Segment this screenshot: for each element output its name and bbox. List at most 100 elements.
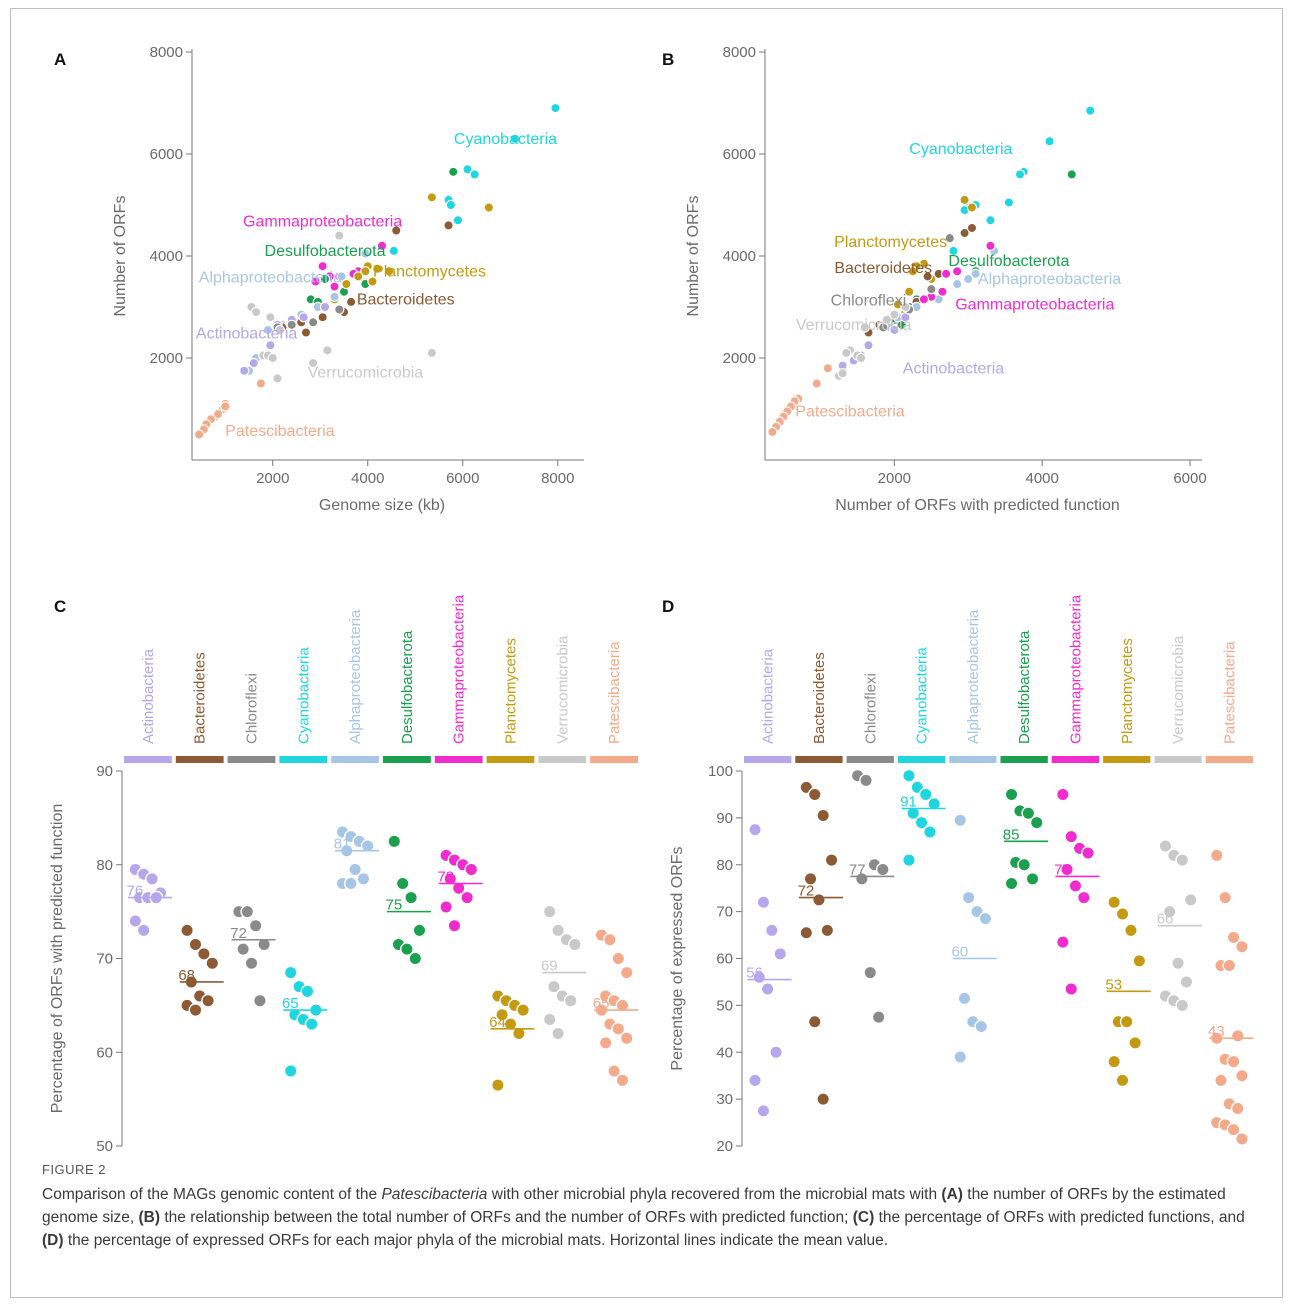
- caption-text-4: the relationship between the total numbe…: [160, 1209, 853, 1226]
- category-label: Verrucomicrobia: [1170, 635, 1187, 744]
- data-point: [615, 998, 630, 1013]
- data-point: [443, 871, 458, 886]
- x-axis-title: Number of ORFs with predicted function: [835, 497, 1120, 514]
- data-point: [611, 951, 626, 966]
- data-point: [1004, 876, 1019, 891]
- data-point: [822, 363, 834, 374]
- y-tick-label: 70: [716, 904, 733, 921]
- data-point: [1183, 893, 1198, 907]
- data-point: [902, 853, 916, 867]
- y-tick-label: 4000: [723, 248, 756, 265]
- caption-bold-a: (A): [941, 1186, 963, 1203]
- data-point: [319, 301, 331, 313]
- data-point: [307, 317, 319, 328]
- category-label: Bacteroidetes: [811, 652, 828, 744]
- data-point: [619, 1031, 634, 1046]
- data-point: [136, 923, 151, 938]
- data-point: [248, 357, 259, 369]
- data-point: [812, 893, 826, 907]
- y-tick-label: 60: [716, 951, 733, 968]
- x-tick-label: 2000: [878, 470, 911, 487]
- panel-label: C: [54, 597, 66, 616]
- data-point: [356, 871, 371, 886]
- y-tick-label: 50: [96, 1138, 113, 1155]
- category-bar: [846, 756, 894, 763]
- panel-b: B 2000 4000 6000 8000 2000 4000 6000 Number of O…: [662, 44, 1207, 514]
- data-point: [205, 956, 220, 971]
- data-point: [469, 169, 480, 180]
- data-point: [307, 357, 319, 369]
- data-point: [180, 923, 195, 938]
- y-tick-label: 80: [716, 857, 733, 874]
- y-tick-label: 100: [708, 763, 733, 780]
- data-point: [978, 911, 993, 926]
- data-point: [1055, 787, 1070, 802]
- data-point: [503, 1017, 518, 1032]
- figure-canvas: A 2000 4000 6000 8000 2000 4000 6000 8000 Genome …: [49, 44, 1254, 1155]
- data-point: [439, 900, 453, 914]
- x-tick-label: 6000: [446, 470, 479, 487]
- data-point: [1230, 1028, 1245, 1043]
- data-point: [188, 1003, 203, 1017]
- category-bar: [949, 756, 997, 763]
- data-point: [756, 895, 771, 910]
- data-point: [773, 946, 788, 961]
- data-point: [816, 1092, 831, 1107]
- data-point: [367, 276, 378, 287]
- series-annotation: Actinobacteria: [196, 326, 297, 343]
- data-point: [248, 918, 263, 933]
- mean-label: 77: [849, 861, 866, 878]
- data-point: [1226, 930, 1241, 945]
- data-point: [1066, 169, 1077, 180]
- data-point: [360, 266, 371, 277]
- data-point: [953, 1050, 968, 1064]
- panel-d: D 20 30 40 50 60 70 80 90 100 Percentage of expres…: [662, 594, 1254, 1155]
- category-label: Actinobacteria: [760, 648, 777, 744]
- data-point: [1235, 1132, 1249, 1146]
- data-point: [336, 271, 347, 282]
- data-point: [483, 202, 495, 213]
- data-point: [906, 806, 921, 821]
- data-point: [1124, 923, 1138, 938]
- y-axis-title: Number of ORFs: [685, 196, 702, 317]
- data-point: [334, 304, 345, 315]
- category-bar: [795, 756, 843, 763]
- data-point: [764, 923, 779, 938]
- data-point: [322, 345, 333, 356]
- data-point: [376, 240, 388, 251]
- data-point: [1029, 815, 1044, 830]
- data-point: [918, 294, 930, 305]
- caption-text-6: the percentage of expressed ORFs for eac…: [63, 1232, 889, 1249]
- data-point: [1115, 1073, 1130, 1088]
- mean-label: 65: [282, 995, 299, 1012]
- data-point: [244, 956, 259, 971]
- data-point: [841, 347, 852, 359]
- category-bar: [175, 756, 224, 763]
- data-point: [265, 312, 276, 323]
- data-point: [1025, 871, 1040, 886]
- data-point: [1175, 998, 1190, 1013]
- y-tick-label: 2000: [723, 350, 756, 367]
- category-bar: [486, 756, 535, 763]
- category-label: Chloroflexi: [244, 673, 261, 744]
- mean-label: 81: [334, 836, 351, 853]
- category-label: Verrucomicrobia: [554, 635, 571, 744]
- data-point: [1226, 1122, 1241, 1137]
- mean-label: 85: [1003, 826, 1020, 843]
- data-point: [859, 322, 870, 333]
- data-point: [760, 982, 775, 996]
- data-point: [748, 822, 762, 837]
- category-bar: [124, 756, 172, 763]
- series-annotation: Patescibacteria: [225, 423, 334, 440]
- data-point: [353, 271, 364, 282]
- data-point: [944, 232, 955, 244]
- data-point: [443, 220, 454, 231]
- y-tick-label: 30: [716, 1091, 733, 1108]
- data-point: [391, 225, 402, 236]
- data-point: [820, 923, 835, 938]
- data-point: [914, 815, 929, 830]
- data-point: [961, 890, 976, 905]
- data-point: [399, 942, 414, 957]
- data-point: [881, 314, 893, 325]
- series-annotation: Cyanobacteria: [454, 131, 557, 148]
